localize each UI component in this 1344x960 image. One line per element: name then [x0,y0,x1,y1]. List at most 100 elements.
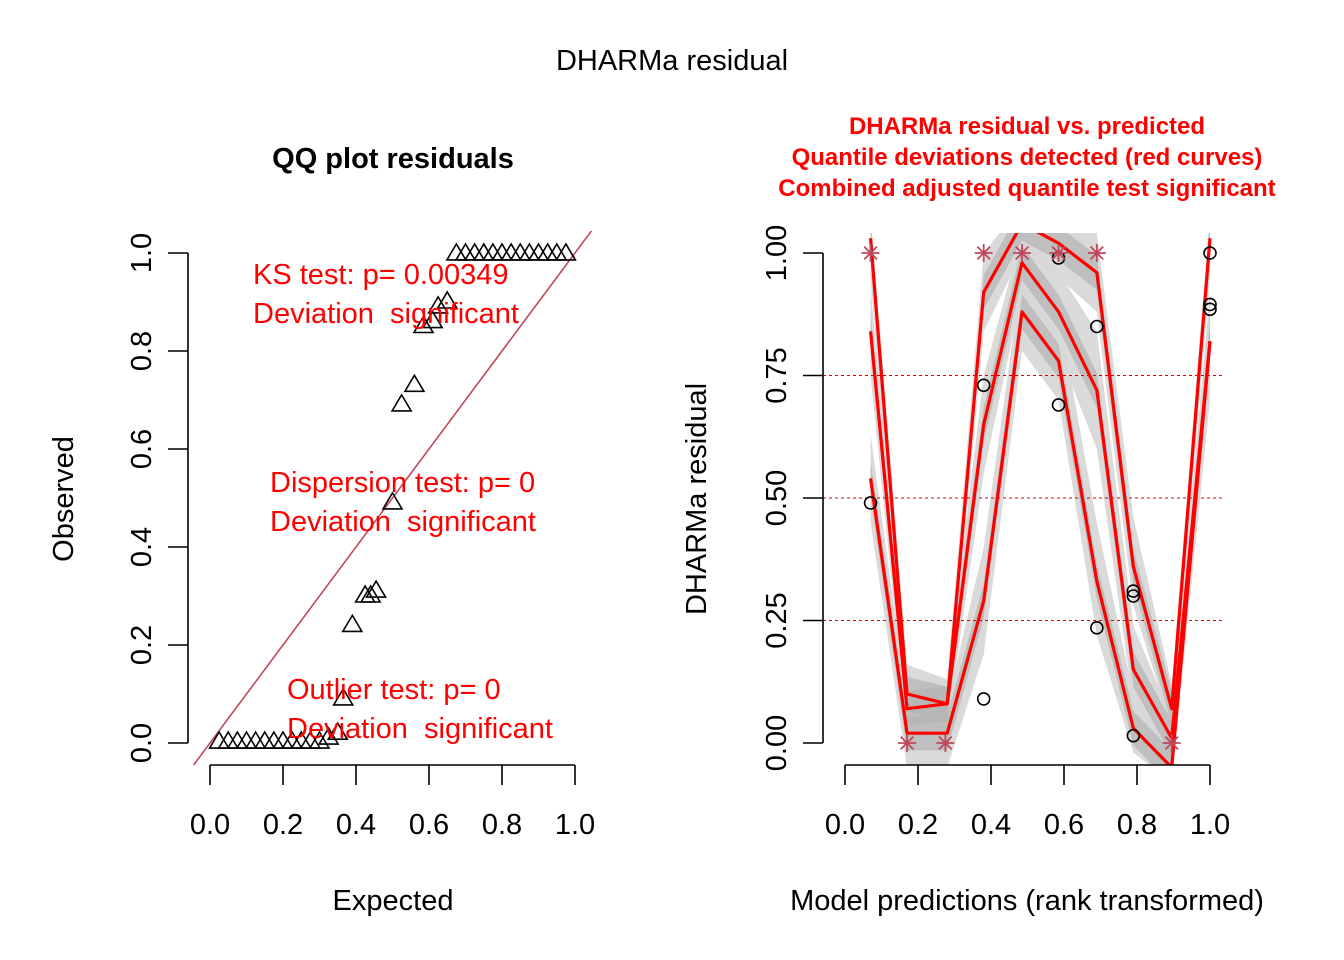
quantile-curve-0.75 [868,233,1212,711]
qq-point [518,242,541,261]
outlier-marker-stroke [1164,735,1179,751]
residual-title-line-3: Combined adjusted quantile test signific… [778,175,1275,202]
qq-point [326,721,349,741]
qq-panel: QQ plot residuals 0.0 0.2 0.4 0.6 0.8 1.00.00… [48,143,595,917]
outlier-marker-stroke [1051,245,1066,261]
ks-test-text: KS test: p= 0.00349 [253,259,509,291]
outlier-test-text: Outlier test: p= 0 [287,674,501,706]
qq-point [365,579,387,598]
outlier-marker [974,244,993,262]
ks-test-deviation: Deviation significant [253,298,519,330]
residual-x-label: Model predictions (rank transformed) [790,885,1264,917]
qq-point [554,242,577,261]
qq-y-tick-label: 0.6 [126,429,158,469]
qq-axes: 0.0 0.2 0.4 0.6 0.8 1.0 0.0 0.2 0.4 0.6 0.8 1.0 [126,233,595,841]
residual-y-tick-label: 0.75 [761,347,793,403]
qq-point [472,242,495,261]
residual-y-tick-label: 1.00 [761,225,793,281]
qq-point [491,242,513,261]
qq-y-tick-label: 0.8 [126,331,158,371]
outlier-test-annotation: Outlier test: p= 0 Deviation significant [287,674,553,745]
qq-point [359,584,382,603]
outlier-marker [1162,734,1181,752]
qq-x-tick-label: 0.4 [336,809,376,841]
residual-point [976,692,991,706]
qq-title: QQ plot residuals [272,143,514,175]
qq-point [436,290,459,309]
qq-y-tick-label: 1.0 [126,233,158,273]
residual-x-tick-label: 0.6 [1044,809,1084,841]
qq-point [381,491,404,510]
residual-x-tick-label: 0.8 [1117,809,1157,841]
qq-points [208,242,577,749]
ks-test-annotation: KS test: p= 0.00349 Deviation significan… [253,259,519,330]
dispersion-test-annotation: Dispersion test: p= 0 Deviation signific… [270,467,536,538]
outlier-marker-stroke [976,245,991,261]
outlier-marker-stroke [1089,245,1104,261]
residual-title-line-2: Quantile deviations detected (red curves… [792,144,1263,171]
qq-x-label: Expected [333,885,454,917]
qq-point [500,242,523,261]
residual-point [1090,319,1104,334]
qq-point [390,393,413,412]
qq-point [421,310,444,329]
residual-point [976,378,991,393]
qq-point [235,730,258,749]
dispersion-test-deviation: Deviation significant [270,506,536,538]
residual-point [1126,589,1141,603]
outlier-marker-stroke [938,735,953,751]
quantile-curve-0.25 [868,310,1212,765]
residual-y-tick-label: 0.00 [761,715,793,771]
qq-point [253,730,276,749]
qq-y-tick-label: 0.4 [126,527,158,567]
residual-point [863,496,878,510]
residual-title-line-1: DHARMa residual vs. predicted [849,113,1205,140]
qq-point [463,242,486,261]
outlier-marker [861,244,880,262]
residual-x-tick-label: 0.4 [971,809,1011,841]
residual-x-tick-label: 1.0 [1190,809,1230,841]
figure-title: DHARMa residual [556,45,788,77]
outlier-marker [1013,244,1032,262]
qq-point [445,242,468,261]
qq-y-label: Observed [48,436,80,562]
residual-y-tick-label: 0.50 [761,470,793,526]
qq-y-tick-label: 0.2 [126,625,158,665]
qq-point [244,730,267,749]
qq-reference-line [192,230,593,766]
quantile-curve-0.5 [868,261,1212,740]
residual-point [1203,297,1217,312]
residual-y-label: DHARMa residual [681,383,713,615]
qq-point [332,687,355,706]
qq-point [527,242,550,261]
qq-point [341,613,364,633]
outlier-markers [861,244,1181,752]
qq-reference-line-segment [192,230,593,766]
qq-point [226,730,249,749]
qq-point [536,242,559,261]
qq-point [317,726,340,745]
quantile-curves [868,233,1212,765]
outlier-marker-stroke [863,245,878,261]
dispersion-test-text: Dispersion test: p= 0 [270,467,535,499]
qq-x-tick-label: 0.6 [409,809,449,841]
outlier-test-deviation: Deviation significant [287,713,553,745]
qq-point [481,242,504,261]
residual-point [1090,621,1104,635]
qq-y-tick-label: 0.0 [126,723,158,763]
residual-point [1203,246,1217,260]
qq-x-tick-label: 0.2 [263,809,303,841]
qq-point [262,730,285,749]
qq-x-tick-label: 0.8 [482,809,522,841]
outlier-marker [898,734,917,752]
outlier-marker-stroke [1015,245,1030,261]
residual-point [1126,584,1141,598]
residual-x-tick-label: 0.2 [898,809,938,841]
outlier-marker [1087,244,1106,262]
residual-point [1126,728,1141,743]
qq-point [454,242,477,261]
residual-panel: DHARMa residual vs. predicted Quantile d… [681,113,1276,917]
residual-point [1051,398,1066,412]
residual-y-tick-label: 0.25 [761,592,793,648]
